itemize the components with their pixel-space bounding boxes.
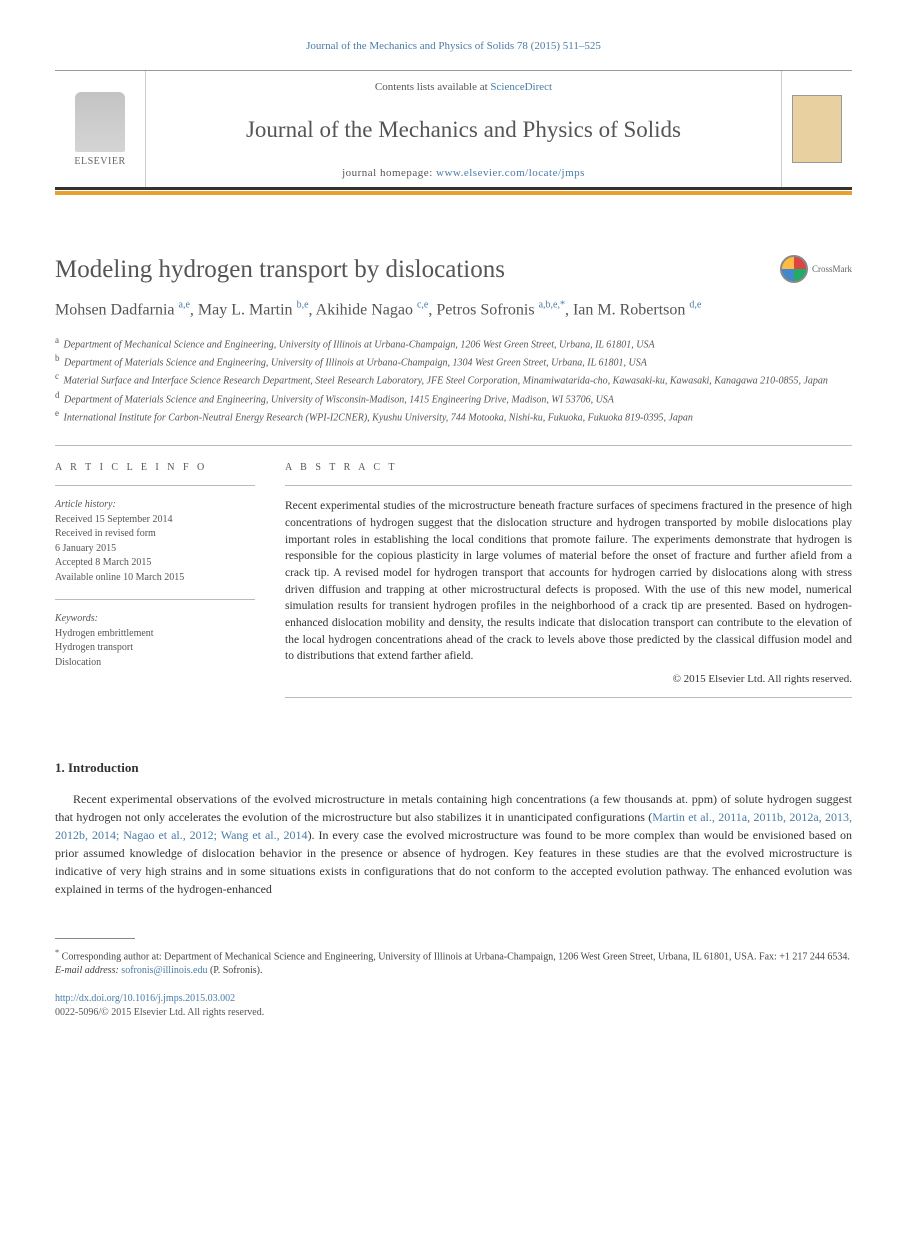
journal-reference: Journal of the Mechanics and Physics of … <box>55 40 852 52</box>
elsevier-tree-icon <box>75 92 125 152</box>
history-line: Received 15 September 2014 <box>55 513 255 528</box>
history-line: 6 January 2015 <box>55 542 255 557</box>
journal-header: ELSEVIER Contents lists available at Sci… <box>55 70 852 190</box>
email-label: E-mail address: <box>55 965 121 976</box>
info-divider <box>285 697 852 698</box>
affiliation: c Material Surface and Interface Science… <box>55 370 852 388</box>
email-suffix: (P. Sofronis). <box>207 965 262 976</box>
journal-name: Journal of the Mechanics and Physics of … <box>146 117 781 143</box>
author-aff-link[interactable]: d,e <box>689 301 701 318</box>
abstract-text: Recent experimental studies of the micro… <box>285 498 852 665</box>
info-divider <box>285 485 852 486</box>
header-center: Contents lists available at ScienceDirec… <box>145 71 782 187</box>
keyword: Hydrogen transport <box>55 641 255 656</box>
footnote-divider <box>55 938 135 939</box>
crossmark-icon <box>780 255 808 283</box>
journal-cover-thumb[interactable] <box>782 71 852 187</box>
corresponding-text: Corresponding author at: Department of M… <box>62 951 850 962</box>
info-divider <box>55 599 255 600</box>
cover-image <box>792 95 842 163</box>
intro-paragraph: Recent experimental observations of the … <box>55 790 852 898</box>
homepage-prefix: journal homepage: <box>342 167 436 179</box>
email-link[interactable]: sofronis@illinois.edu <box>121 965 207 976</box>
abstract-heading: A B S T R A C T <box>285 462 852 473</box>
section-1-title: 1. Introduction <box>55 760 852 776</box>
orange-divider <box>55 191 852 195</box>
keyword: Dislocation <box>55 656 255 671</box>
sciencedirect-link[interactable]: ScienceDirect <box>490 81 552 93</box>
homepage-link[interactable]: www.elsevier.com/locate/jmps <box>436 167 585 179</box>
history-line: Available online 10 March 2015 <box>55 571 255 586</box>
homepage-line: journal homepage: www.elsevier.com/locat… <box>146 167 781 179</box>
contents-prefix: Contents lists available at <box>375 81 490 93</box>
crossmark-label: CrossMark <box>812 264 852 274</box>
article-info-column: A R T I C L E I N F O Article history: R… <box>55 462 255 710</box>
author-aff-link[interactable]: a,b,e,* <box>539 301 565 318</box>
corresponding-author-footnote: * Corresponding author at: Department of… <box>55 947 852 964</box>
authors-line: Mohsen Dadfarnia a,e, May L. Martin b,e,… <box>55 299 852 322</box>
affiliation: a Department of Mechanical Science and E… <box>55 334 852 352</box>
article-history-block: Article history: Received 15 September 2… <box>55 498 255 585</box>
keywords-label: Keywords: <box>55 612 255 627</box>
contents-line: Contents lists available at ScienceDirec… <box>146 81 781 93</box>
email-footnote: E-mail address: sofronis@illinois.edu (P… <box>55 964 852 978</box>
section-divider <box>55 445 852 446</box>
article-title: Modeling hydrogen transport by dislocati… <box>55 255 780 285</box>
history-label: Article history: <box>55 498 255 513</box>
author: Ian M. Robertson d,e <box>573 301 701 318</box>
affiliation: d Department of Materials Science and En… <box>55 389 852 407</box>
author-aff-link[interactable]: c,e <box>417 301 428 318</box>
author: Mohsen Dadfarnia a,e, <box>55 301 198 318</box>
info-divider <box>55 485 255 486</box>
affiliation: b Department of Materials Science and En… <box>55 352 852 370</box>
author: Petros Sofronis a,b,e,*, <box>436 301 573 318</box>
affiliation: e International Institute for Carbon-Neu… <box>55 407 852 425</box>
abstract-copyright: © 2015 Elsevier Ltd. All rights reserved… <box>285 673 852 685</box>
publisher-logo[interactable]: ELSEVIER <box>55 71 145 187</box>
doi-link[interactable]: http://dx.doi.org/10.1016/j.jmps.2015.03… <box>55 993 235 1004</box>
issn-copyright: 0022-5096/© 2015 Elsevier Ltd. All right… <box>55 1007 264 1018</box>
author-aff-link[interactable]: a,e <box>179 301 190 318</box>
publisher-label: ELSEVIER <box>74 156 125 167</box>
doi-block: http://dx.doi.org/10.1016/j.jmps.2015.03… <box>55 992 852 1020</box>
affiliations-block: a Department of Mechanical Science and E… <box>55 334 852 426</box>
history-line: Accepted 8 March 2015 <box>55 556 255 571</box>
article-info-heading: A R T I C L E I N F O <box>55 462 255 473</box>
history-line: Received in revised form <box>55 527 255 542</box>
author: May L. Martin b,e, <box>198 301 316 318</box>
author: Akihide Nagao c,e, <box>316 301 437 318</box>
crossmark-badge[interactable]: CrossMark <box>780 255 852 283</box>
abstract-column: A B S T R A C T Recent experimental stud… <box>285 462 852 710</box>
keywords-block: Keywords: Hydrogen embrittlementHydrogen… <box>55 612 255 670</box>
author-aff-link[interactable]: b,e <box>297 301 309 318</box>
keyword: Hydrogen embrittlement <box>55 627 255 642</box>
